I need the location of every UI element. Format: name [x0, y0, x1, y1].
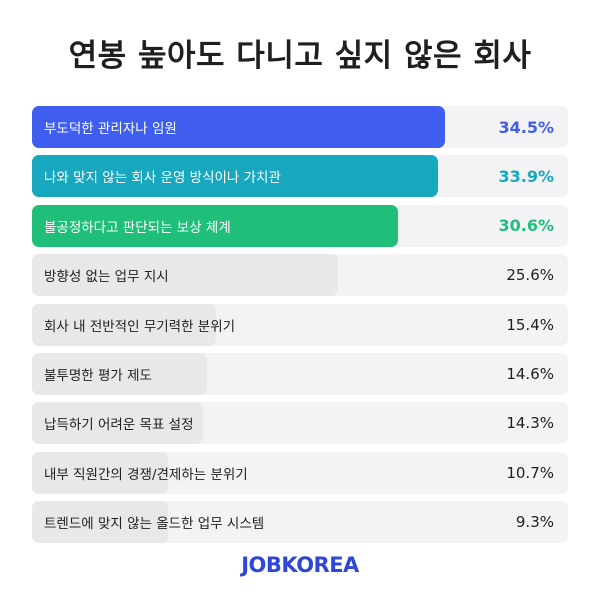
- bar-value: 30.6%: [498, 216, 554, 236]
- bar: [32, 303, 217, 346]
- chart-title: 연봉 높아도 다니고 싶지 않은 회사: [68, 38, 532, 74]
- bar-value: 14.3%: [506, 414, 554, 433]
- bar-value: 10.7%: [506, 463, 554, 482]
- bar-label: 나와 맞지 않는 회사 운영 방식이나 가치관: [44, 170, 281, 187]
- bar-row: 트렌드에 맞지 않는 올드한 업무 시스템 9.3%: [32, 501, 568, 544]
- bar: [32, 254, 339, 297]
- bar-chart: 부도덕한 관리자나 임원 34.5% 나와 맞지 않는 회사 운영 방식이나 가치관…: [32, 106, 568, 551]
- bar-label: 내부 직원간의 경쟁/견제하는 분위기: [44, 466, 248, 483]
- bar-value: 34.5%: [498, 117, 554, 137]
- bar-label: 불투명한 평가 제도: [44, 367, 152, 384]
- bar-row: 방향성 없는 업무 지시 25.6%: [32, 254, 568, 297]
- bar-row: 회사 내 전반적인 무기력한 분위기 15.4%: [32, 303, 568, 346]
- bar-row: 납득하기 어려운 목표 설정 14.3%: [32, 402, 568, 445]
- bar-label: 회사 내 전반적인 무기력한 분위기: [44, 318, 236, 335]
- bar: [32, 451, 168, 494]
- bar-label: 방향성 없는 업무 지시: [44, 269, 169, 286]
- bar: [32, 106, 445, 148]
- brand-logo: JOBKOREA: [241, 553, 359, 577]
- bar-row: 나와 맞지 않는 회사 운영 방식이나 가치관 33.9%: [32, 155, 568, 198]
- bar-row: 내부 직원간의 경쟁/견제하는 분위기 10.7%: [32, 451, 568, 494]
- bar: [32, 204, 399, 247]
- bar-label: 트렌드에 맞지 않는 올드한 업무 시스템: [44, 516, 265, 533]
- bar: [32, 501, 168, 544]
- bar-value: 25.6%: [506, 266, 554, 285]
- bar: [32, 155, 438, 198]
- bar-value: 15.4%: [506, 315, 554, 334]
- bar-row: 불공정하다고 판단되는 보상 체계 30.6%: [32, 204, 568, 247]
- bar-row: 불투명한 평가 제도 14.6%: [32, 352, 568, 395]
- bar: [32, 352, 207, 395]
- bar-value: 33.9%: [498, 166, 554, 186]
- bar-label: 부도덕한 관리자나 임원: [44, 121, 177, 137]
- bar-label: 납득하기 어려운 목표 설정: [44, 417, 194, 434]
- bar-label: 불공정하다고 판단되는 보상 체계: [44, 219, 231, 236]
- bar-value: 14.6%: [506, 364, 554, 383]
- bar: [32, 402, 204, 445]
- bar-value: 9.3%: [515, 513, 554, 532]
- bar-row: 부도덕한 관리자나 임원 34.5%: [32, 106, 568, 148]
